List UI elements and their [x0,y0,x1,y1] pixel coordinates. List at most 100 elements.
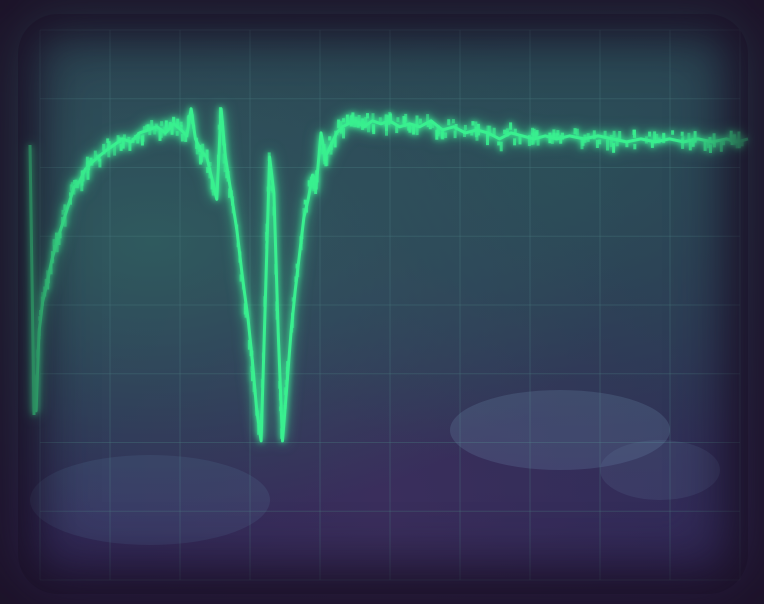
trace-noise-speck [285,366,289,374]
trace-noise-speck [435,129,439,140]
trace-noise-speck [127,136,131,142]
trace-noise-speck [263,296,267,307]
trace-noise-speck [531,127,534,136]
trace-noise-speck [691,138,695,147]
trace-noise-speck [693,131,697,143]
trace-noise-speck [163,126,167,136]
trace-noise-speck [296,265,300,278]
trace-noise-speck [486,133,489,146]
trace-noise-speck [253,389,257,395]
waveform-trace [32,107,749,443]
trace-noise-speck [426,122,430,128]
trace-left-vertical [28,144,36,416]
trace-noise-speck [454,124,458,131]
trace-noise-speck [342,118,346,123]
trace-noise-speck [208,167,212,179]
trace-noise-speck [606,139,609,151]
trace-noise-speck [96,154,99,159]
trace-noise-speck [133,135,137,140]
trace-noise-speck [201,143,205,152]
trace-noise-speck [43,286,47,297]
trace-noise-speck [550,135,554,144]
trace-noise-speck [195,137,199,149]
trace-noise-speck [57,236,61,245]
trace-noise-speck [561,132,564,140]
trace-noise-speck [650,140,654,148]
trace-noise-speck [518,135,522,145]
trace-noise-speck [470,130,474,136]
trace-noise-speck [408,125,412,133]
trace-noise-speck [371,113,375,120]
trace-noise-speck [218,107,222,119]
trace-noise-speck [252,382,256,393]
trace-noise-speck [179,121,183,127]
trace-noise-speck [164,120,168,132]
trace-noise-speck [395,125,399,134]
trace-noise-speck [531,133,535,145]
trace-noise-speck [657,137,661,144]
trace-noise-speck [412,124,416,135]
trace-noise-speck [185,129,189,138]
trace-noise-speck [633,129,636,138]
trace-noise-speck [575,128,579,136]
trace-noise-speck [201,152,204,157]
trace-noise-speck [37,328,41,336]
trace-noise-speck [367,123,370,133]
trace-noise-speck [581,138,585,146]
trace-noise-speck [612,130,616,138]
trace-noise-speck [35,375,39,385]
trace-noise-speck [49,264,53,275]
trace-noise-speck [222,135,225,146]
trace-noise-speck [121,139,125,149]
trace-noise-speck [729,130,733,142]
trace-noise-speck [294,276,298,282]
trace-noise-speck [275,309,279,320]
trace-noise-speck [211,191,215,196]
trace-noise-speck [299,235,303,244]
trace-noise-speck [153,126,157,135]
trace-noise-speck [333,136,337,148]
trace-noise-speck [34,397,38,409]
trace-noise-speck [286,361,289,372]
trace-noise-speck [158,129,162,141]
trace-noise-speck [76,182,80,189]
trace-noise-speck [536,138,540,146]
trace-noise-speck [307,180,311,187]
trace-noise-speck [229,190,233,197]
trace-noise-speck [722,140,726,146]
trace-noise-speck [385,122,388,131]
trace-noise-speck [615,137,619,147]
trace-noise-speck [737,131,741,143]
trace-noise-speck [573,128,577,135]
trace-noise-speck [192,124,196,129]
trace-noise-speck [256,410,259,416]
trace-noise-speck [210,179,214,190]
trace-noise-speck [46,278,50,290]
trace-noise-speck [300,234,304,240]
trace-noise-speck [191,119,194,124]
trace-noise-speck [388,113,392,124]
trace-noise-speck [205,149,209,160]
trace-noise-speck [198,145,202,153]
trace-noise-speck [680,131,684,136]
trace-noise-speck [681,138,685,149]
trace-noise-speck [175,131,179,136]
trace-noise-speck [226,171,230,182]
trace-noise-speck [52,245,56,250]
trace-noise-speck [272,206,276,216]
trace-noise-speck [142,126,146,131]
trace-noise-speck [309,180,313,188]
trace-noise-speck [555,133,559,139]
trace-noise-speck [50,251,54,261]
trace-noise-speck [280,428,284,439]
trace-noise-speck [102,149,106,155]
trace-noise-speck [34,386,38,399]
trace-noise-speck [106,138,110,143]
trace-noise-speck [260,379,264,388]
trace-noise-speck [354,116,358,128]
trace-noise-speck [366,113,369,119]
trace-noise-speck [415,124,419,136]
trace-noise-speck [488,125,492,136]
trace-noise-speck [315,170,318,176]
trace-noise-speck [737,142,741,149]
